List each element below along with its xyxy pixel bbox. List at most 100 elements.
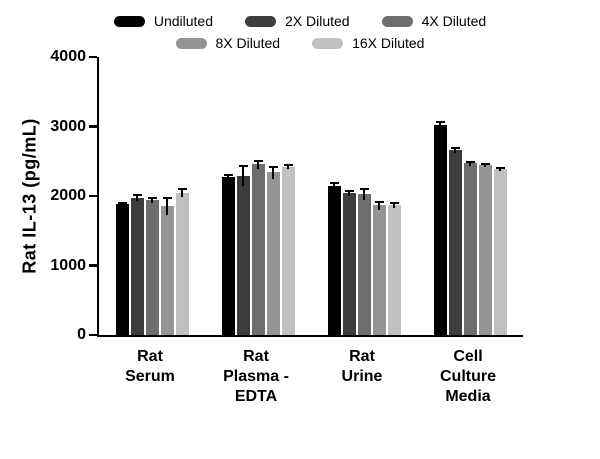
bar [327,182,341,335]
error-bar-stem [287,164,289,170]
legend-item: 4X Diluted [381,13,487,29]
error-bar-stem [439,120,441,130]
bar [221,174,235,335]
error-bar-stem [151,196,153,204]
error-bar [450,146,460,154]
bar [281,164,295,335]
error-bar-stem [333,182,335,190]
bar [463,160,477,335]
error-bar-stem [136,194,138,202]
legend-label: Undiluted [153,13,213,29]
error-bar-stem [272,165,274,179]
error-bar [374,200,384,211]
error-bar-cap [344,190,354,193]
error-bar [238,165,248,187]
error-bar [495,166,505,172]
error-bar-cap [162,197,172,200]
category-label: Rat Plasma - EDTA [223,348,289,405]
error-bar [177,187,187,198]
error-bar-cap [147,196,157,199]
y-tick-label: 0 [77,326,86,343]
y-tick-mark [89,55,97,59]
error-bar [283,164,293,170]
bar [236,165,250,335]
y-tick-mark [89,264,97,267]
bar-group [327,182,401,335]
legend-swatch-2x-diluted [244,15,276,27]
y-tick-label: 4000 [50,48,86,65]
bar-group [221,159,295,335]
error-bar-cap [238,165,248,168]
error-bar-stem [469,160,471,166]
error-bar-cap [283,164,293,167]
x-category-labels: Rat Serum Rat Plasma - EDTA Rat Urine Cell … [97,347,521,407]
y-tick-labels: 0 1000 2000 3000 4000 [0,49,86,343]
bar [433,120,447,335]
legend-label: 2X Diluted [284,13,350,29]
error-bar-stem [393,201,395,208]
error-bar-stem [121,201,123,208]
bar [448,146,462,335]
error-bar-stem [499,166,501,172]
error-bar [253,159,263,170]
error-bar-stem [454,146,456,154]
error-bar-cap [132,194,142,197]
error-bar-stem [348,190,350,196]
error-bar-cap [480,163,490,166]
error-bar [480,163,490,167]
legend-label: 8X Diluted [215,35,281,51]
legend-swatch-8x-diluted [175,37,207,49]
legend-swatch-4x-diluted [381,15,413,27]
error-bar-cap [223,174,233,177]
error-bar-stem [242,165,244,187]
bar [251,159,265,335]
error-bar [223,174,233,180]
bar [175,187,189,335]
error-bar-stem [166,197,168,216]
legend-item: Undiluted [113,13,213,29]
legend: Undiluted 2X Diluted 4X Diluted 8X Diluted 1… [0,14,600,50]
error-bar [359,187,369,201]
error-bar [117,201,127,208]
legend-label: 16X Diluted [352,35,425,51]
legend-item: 8X Diluted [175,35,281,51]
error-bar-stem [257,159,259,170]
bar [493,166,507,335]
legend-label: 4X Diluted [421,13,487,29]
error-bar-stem [227,174,229,180]
error-bar-cap [495,166,505,169]
error-bar-cap [329,182,339,185]
error-bar [132,194,142,202]
bar [266,165,280,335]
bar [130,194,144,335]
error-bar-cap [450,146,460,149]
bar [115,201,129,335]
bar [342,190,356,335]
error-bar-cap [117,201,127,204]
bar-group [433,120,507,335]
y-tick-mark [89,194,97,198]
error-bar [435,120,445,130]
category-label: Cell Culture Media [440,348,496,405]
y-tick-label: 2000 [50,187,86,204]
error-bar-cap [465,160,475,163]
error-bar-stem [378,200,380,211]
error-bar [389,201,399,208]
error-bar [344,190,354,196]
error-bar-cap [389,201,399,204]
bar [160,197,174,335]
error-bar [162,197,172,216]
legend-item: 16X Diluted [312,36,424,50]
error-bar-cap [177,187,187,190]
error-bar [329,182,339,190]
y-tick-mark [89,125,97,128]
error-bar-stem [363,187,365,201]
legend-row: Undiluted 2X Diluted 4X Diluted [113,13,487,29]
bar [372,200,386,335]
legend-swatch-undiluted [113,15,145,27]
bar-group [115,187,189,335]
y-tick-mark [89,333,97,337]
legend-swatch-16x-diluted [312,37,344,49]
category-label: Rat Urine [341,348,383,385]
